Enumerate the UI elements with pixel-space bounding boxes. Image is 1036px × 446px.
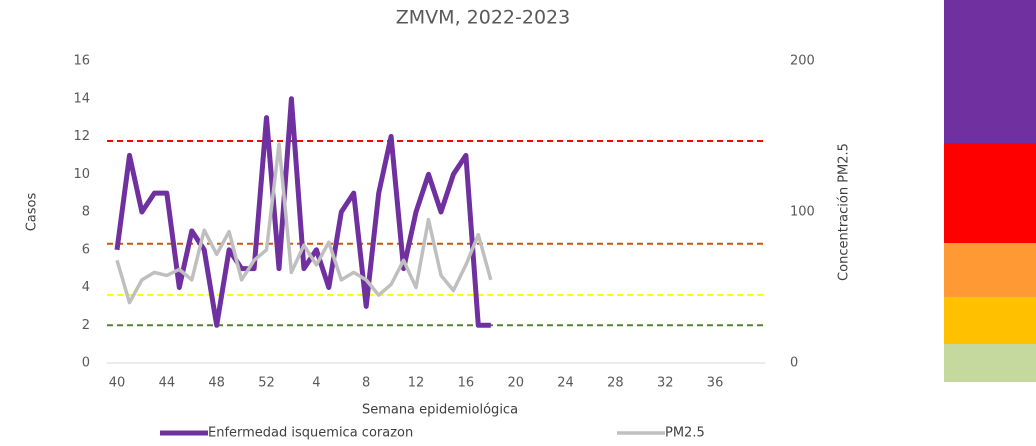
scale-block [944,297,1036,344]
x-tick-label: 48 [208,376,225,391]
x-tick-label: 44 [159,376,176,391]
series-line [115,142,493,305]
series-line [114,96,491,328]
y-tick-label: 12 [73,129,90,144]
y-tick-label: 4 [82,280,90,295]
legend-text: Enfermedad isquemica corazon [208,426,413,441]
scale-block [944,243,1036,297]
color-scale [944,0,1036,382]
scale-block [944,0,1036,143]
x-tick-label: 16 [458,376,475,391]
y-tick-label: 6 [82,242,90,257]
x-tick-label: 36 [707,376,724,391]
chart-title: ZMVM, 2022-2023 [396,7,570,29]
legend-text: PM2.5 [665,426,705,441]
x-tick-label: 40 [109,376,126,391]
y2-axis-label: Concentración PM2.5 [837,143,852,281]
scale-block [944,344,1036,382]
x-tick-label: 52 [258,376,275,391]
y-tick-label: 10 [73,167,90,182]
y-tick-label: 14 [73,91,90,106]
y-axis-label: Casos [25,193,40,232]
y2-tick-label: 100 [790,205,815,220]
x-tick-label: 12 [408,376,425,391]
scale-block [944,143,1036,243]
y2-tick-label: 200 [790,54,815,69]
y-tick-label: 2 [82,318,90,333]
y-tick-label: 8 [82,205,90,220]
x-axis-label: Semana epidemiológica [362,403,518,418]
x-tick-label: 24 [557,376,574,391]
x-tick-label: 28 [607,376,624,391]
y-tick-label: 0 [82,356,90,371]
x-tick-label: 20 [507,376,524,391]
y2-tick-label: 0 [790,356,798,371]
y-tick-label: 16 [73,54,90,69]
x-tick-label: 8 [362,376,370,391]
x-tick-label: 4 [312,376,320,391]
x-tick-label: 32 [657,376,674,391]
